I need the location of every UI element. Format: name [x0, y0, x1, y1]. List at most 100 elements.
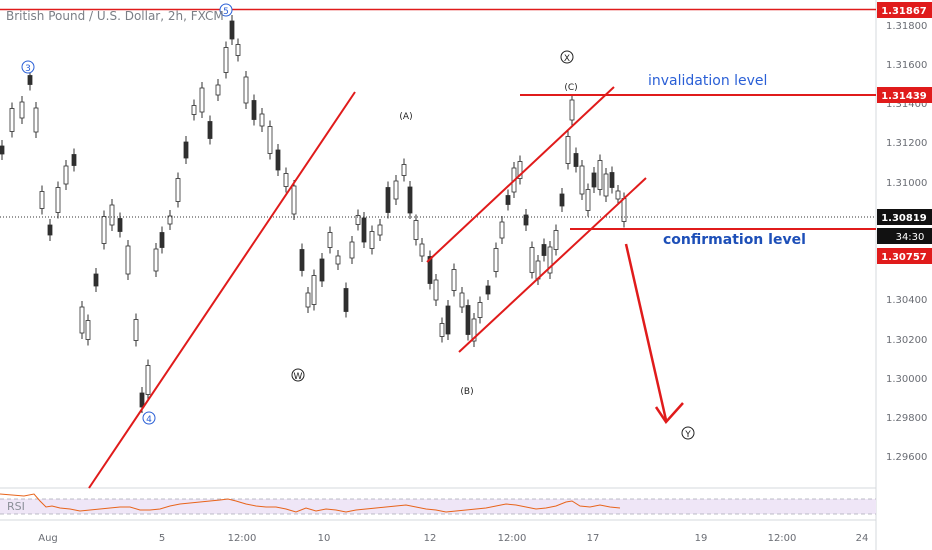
candle-body: [223, 47, 229, 73]
candle-body: [79, 306, 85, 334]
x-tick-label: 19: [695, 533, 708, 544]
candle-body: [335, 255, 341, 265]
candle-body: [445, 305, 451, 335]
time-scale[interactable]: Aug 5 12:00 10 12 12:00 17 19 12:00 24: [38, 533, 868, 544]
y-tick-label: 1.30200: [886, 335, 927, 346]
candle-body: [615, 190, 621, 200]
x-tick-label: 24: [856, 533, 869, 544]
svg-text:34:30: 34:30: [896, 232, 925, 243]
x-tick-label: 12:00: [228, 533, 257, 544]
candle-body: [183, 141, 189, 159]
candle-body: [377, 224, 383, 236]
x-tick-label: Aug: [38, 533, 58, 544]
x-tick-label: 10: [318, 533, 331, 544]
candle-body: [393, 180, 399, 200]
candle-body: [207, 121, 213, 139]
candle-body: [451, 269, 457, 291]
svg-text:1.31867: 1.31867: [881, 6, 927, 17]
x-tick-label: 12:00: [768, 533, 797, 544]
candle-body: [419, 243, 425, 257]
candle-body: [401, 164, 407, 176]
candle-body: [145, 365, 151, 395]
candle-body: [327, 232, 333, 248]
wave-label-x: X: [560, 50, 574, 64]
candle-body: [547, 246, 553, 274]
candles-group: [0, 15, 627, 413]
svg-text:Y: Y: [684, 430, 691, 440]
candle-body: [565, 136, 571, 164]
svg-text:1.30757: 1.30757: [881, 252, 927, 263]
candle-body: [33, 107, 39, 133]
candle-body: [27, 75, 33, 85]
candle-body: [499, 221, 505, 239]
candle-body: [591, 172, 597, 188]
candle-body: [319, 258, 325, 282]
candle-body: [493, 248, 499, 272]
rsi-line: [0, 493, 621, 513]
wave-label-c: (C): [564, 83, 577, 93]
x-tick-label: 5: [159, 533, 165, 544]
candle-body: [159, 232, 165, 248]
candle-body: [251, 100, 257, 120]
y-tick-label: 1.31000: [886, 178, 927, 189]
svg-text:4: 4: [146, 415, 152, 425]
y-tick-label: 1.31600: [886, 60, 927, 71]
svg-text:1.31439: 1.31439: [881, 91, 927, 102]
y-tick-label: 1.31800: [886, 21, 927, 32]
candle-body: [191, 105, 197, 115]
candle-body: [413, 220, 419, 240]
channel-upper-line: [426, 86, 615, 263]
wave-label-y: Y: [681, 426, 695, 440]
candle-body: [299, 249, 305, 271]
rsi-indicator-label[interactable]: RSI: [7, 500, 25, 513]
candle-body: [471, 318, 477, 342]
candle-body: [505, 195, 511, 205]
rsi-band: [0, 499, 876, 514]
y-tick-label: 1.30400: [886, 295, 927, 306]
candle-body: [9, 108, 15, 132]
candle-body: [585, 189, 591, 211]
candle-body: [19, 101, 25, 119]
candle-body: [39, 191, 45, 209]
candle-body: [283, 173, 289, 187]
price-tag-current: 1.30819: [877, 209, 932, 225]
wave-label-w: W: [291, 368, 305, 382]
confirmation-level-label: confirmation level: [663, 232, 806, 248]
candle-body: [517, 161, 523, 179]
candle-body: [267, 126, 273, 154]
projection-arrow-shaft: [624, 243, 668, 421]
candle-body: [569, 99, 575, 121]
x-tick-label: 12: [424, 533, 437, 544]
candle-body: [0, 145, 5, 155]
wave-label-a: (A): [399, 112, 412, 122]
candle-body: [55, 187, 61, 213]
svg-text:1.30819: 1.30819: [881, 213, 927, 224]
candle-body: [153, 248, 159, 272]
candle-body: [361, 217, 367, 243]
candle-body: [439, 323, 445, 337]
candle-body: [529, 247, 535, 273]
candle-body: [167, 215, 173, 225]
candle-body: [343, 288, 349, 312]
candle-body: [433, 279, 439, 301]
candle-body: [621, 198, 627, 222]
y-tick-label: 1.29600: [886, 452, 927, 463]
chart-title: British Pound / U.S. Dollar, 2h, FXCM: [6, 9, 224, 23]
candle-body: [349, 241, 355, 259]
candle-body: [541, 244, 547, 256]
candle-body: [459, 292, 465, 308]
candle-body: [63, 165, 69, 185]
candle-body: [85, 320, 91, 340]
candle-body: [579, 165, 585, 195]
candle-body: [597, 160, 603, 190]
candle-body: [305, 292, 311, 308]
candle-body: [609, 172, 615, 188]
candle-body: [603, 173, 609, 197]
svg-text:5: 5: [223, 7, 229, 17]
candle-body: [215, 84, 221, 96]
uptrend-line: [88, 91, 356, 489]
candle-body: [573, 153, 579, 167]
candle-body: [101, 216, 107, 244]
projection-arrow-head: [654, 402, 684, 425]
